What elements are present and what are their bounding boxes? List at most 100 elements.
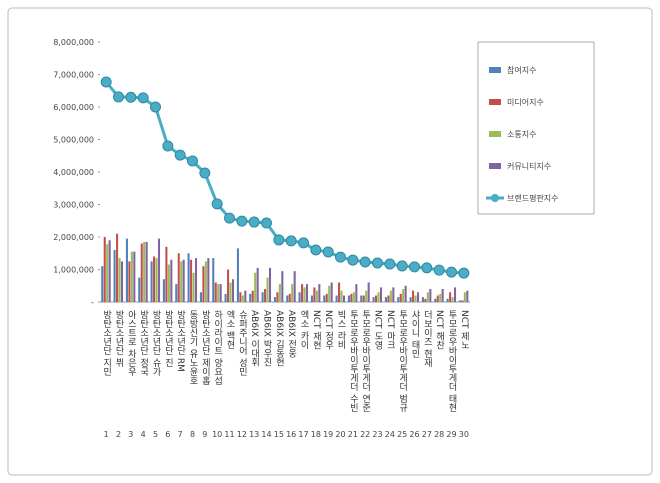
bar: [466, 290, 469, 302]
bar: [268, 267, 272, 302]
bar: [199, 292, 202, 302]
line-marker: [100, 76, 112, 88]
x-tick-label: 방탄소년단 정국: [138, 310, 148, 377]
bar: [301, 284, 304, 302]
bar: [153, 256, 156, 302]
bar: [375, 295, 378, 302]
x-tick-label: NCT 재현: [311, 310, 321, 349]
bar: [276, 292, 279, 302]
bar: [177, 253, 180, 302]
bar: [404, 285, 407, 302]
rank-label: 26: [409, 430, 419, 439]
bar: [101, 266, 104, 302]
bar: [180, 261, 183, 302]
line-marker: [199, 167, 211, 179]
bar: [414, 295, 417, 302]
bar: [162, 279, 165, 302]
bar: [266, 277, 269, 302]
bar: [338, 282, 341, 302]
y-tick-label: 6,000,000: [53, 103, 94, 112]
bar: [207, 258, 210, 302]
bar: [116, 233, 119, 302]
bar: [254, 272, 257, 302]
bar: [157, 238, 161, 302]
bar: [175, 284, 178, 302]
x-tick-label: 엑소 백현: [225, 309, 235, 349]
bar: [305, 284, 309, 302]
rank-label: 3: [128, 430, 133, 439]
bar: [194, 258, 198, 302]
bar: [125, 238, 128, 302]
x-tick-label: 더보이즈 현재: [422, 310, 432, 368]
rank-label: 30: [459, 430, 469, 439]
bar: [241, 295, 244, 302]
x-tick-label: NCT 해찬: [434, 310, 444, 349]
bar: [392, 287, 395, 302]
rank-label: 10: [212, 430, 222, 439]
x-tick-label: 방탄소년단 RM: [175, 310, 185, 372]
bar: [365, 290, 368, 302]
x-tick-label: 방탄소년단 뷔: [114, 310, 124, 368]
rank-label: 15: [274, 430, 284, 439]
bar: [239, 292, 242, 302]
bar: [103, 237, 106, 302]
bar: [128, 261, 131, 302]
rank-label: 23: [372, 430, 382, 439]
x-tick-label: NCT 제노: [459, 310, 469, 349]
y-tick-label: 7,000,000: [53, 71, 94, 80]
bar: [204, 261, 207, 302]
line-marker: [248, 216, 260, 228]
line-marker: [322, 246, 334, 258]
x-tick-label: 방탄소년단 지민: [101, 310, 111, 376]
bar: [458, 300, 461, 302]
line-marker: [409, 261, 420, 273]
bar: [118, 258, 121, 302]
y-tick-label: 4,000,000: [53, 168, 94, 177]
bar: [367, 282, 370, 302]
bar: [278, 284, 281, 302]
bar: [360, 295, 363, 302]
line-marker: [310, 244, 322, 256]
bar: [434, 298, 437, 302]
bar: [249, 293, 252, 302]
bar: [202, 266, 205, 302]
y-tick-label: -: [91, 298, 94, 307]
line-marker: [384, 258, 396, 270]
bar: [412, 290, 415, 302]
x-tick-label: 투모로우바이투게더 범규: [397, 310, 407, 413]
bar: [217, 284, 220, 302]
rank-label: 9: [202, 430, 207, 439]
legend-label: 소통지수: [507, 130, 536, 139]
line-marker: [458, 267, 470, 279]
rank-label: 5: [153, 430, 158, 439]
bar: [227, 269, 230, 302]
line-marker: [113, 91, 124, 103]
bar: [429, 289, 432, 302]
line-marker: [224, 212, 235, 224]
line-marker: [396, 260, 408, 272]
rank-label: 11: [224, 430, 234, 439]
rank-label: 18: [311, 430, 321, 439]
x-tick-label: AB6IX 박우진: [262, 310, 272, 367]
bar: [461, 300, 464, 302]
bar: [441, 289, 444, 302]
rank-label: 1: [104, 430, 109, 439]
legend-swatch: [489, 99, 501, 105]
bar: [372, 297, 375, 302]
line-marker: [137, 92, 149, 104]
bar: [310, 295, 313, 302]
line-marker: [335, 251, 346, 263]
rank-label: 2: [116, 430, 121, 439]
x-tick-label: 방탄소년단 슈가: [151, 310, 161, 377]
bar: [143, 241, 146, 302]
x-tick-label: NCT 정우: [323, 310, 333, 350]
bar: [108, 240, 111, 302]
x-tick-label: AB6IX 김동현: [274, 310, 284, 367]
bar: [150, 261, 153, 302]
x-tick-label: 방탄소년단 진: [163, 310, 173, 367]
bar: [224, 293, 227, 302]
legend-label: 브랜드평판지수: [507, 193, 559, 203]
line-marker: [211, 198, 223, 210]
rank-label: 17: [298, 430, 308, 439]
